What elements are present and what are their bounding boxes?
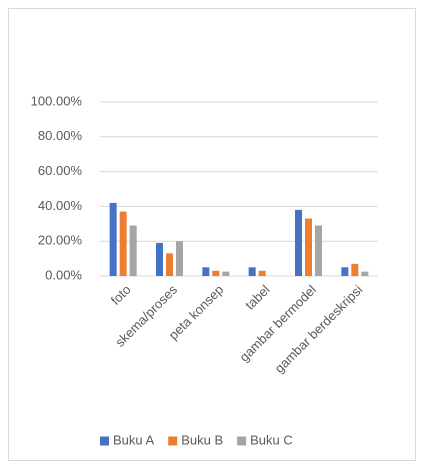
bar bbox=[258, 270, 266, 276]
bar bbox=[202, 267, 210, 276]
bar bbox=[305, 218, 312, 276]
bar bbox=[222, 271, 230, 276]
bar bbox=[166, 253, 173, 276]
legend-label: Buku B bbox=[181, 432, 223, 447]
y-tick-label: 80.00% bbox=[38, 128, 83, 143]
bar bbox=[119, 211, 127, 276]
bar bbox=[315, 225, 322, 276]
legend-swatch bbox=[100, 436, 109, 446]
y-tick-label: 100.00% bbox=[31, 93, 83, 108]
bar bbox=[176, 241, 183, 276]
bar bbox=[129, 225, 137, 276]
bar bbox=[341, 267, 349, 276]
legend-swatch bbox=[237, 436, 247, 446]
bar bbox=[212, 270, 220, 276]
y-tick-label: 40.00% bbox=[38, 198, 83, 213]
bar bbox=[295, 209, 302, 276]
bar bbox=[361, 271, 369, 276]
legend-label: Buku C bbox=[250, 432, 293, 447]
bar bbox=[248, 267, 256, 276]
bar bbox=[156, 242, 163, 276]
y-tick-label: 20.00% bbox=[38, 233, 83, 248]
y-tick-label: 0.00% bbox=[45, 267, 82, 282]
chart-frame bbox=[8, 8, 416, 461]
bar bbox=[109, 202, 117, 276]
bar bbox=[351, 263, 359, 276]
legend-label: Buku A bbox=[113, 432, 155, 447]
y-tick-label: 60.00% bbox=[38, 163, 83, 178]
legend-swatch bbox=[168, 436, 178, 446]
